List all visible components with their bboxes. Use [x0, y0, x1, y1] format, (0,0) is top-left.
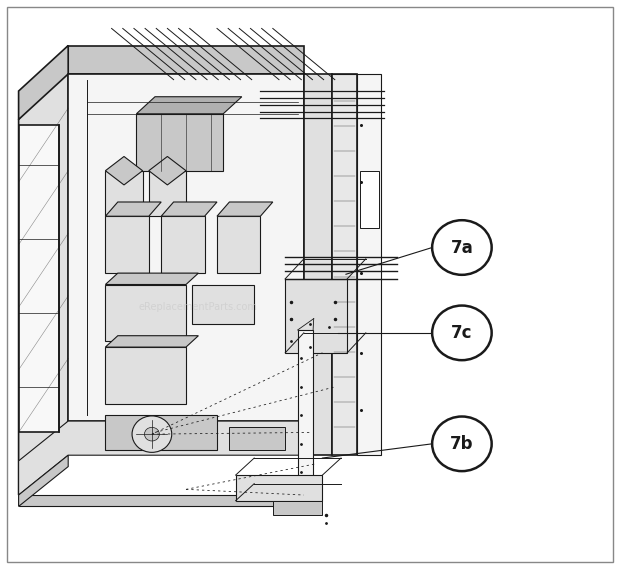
Polygon shape — [19, 125, 59, 432]
Circle shape — [432, 220, 492, 275]
Polygon shape — [105, 171, 143, 216]
Polygon shape — [161, 202, 217, 216]
Polygon shape — [105, 216, 149, 273]
Polygon shape — [273, 501, 322, 515]
Polygon shape — [19, 495, 304, 506]
Text: 7a: 7a — [451, 238, 473, 257]
Polygon shape — [285, 279, 347, 353]
Polygon shape — [68, 74, 304, 421]
Polygon shape — [192, 284, 254, 324]
Polygon shape — [360, 171, 379, 228]
Polygon shape — [105, 284, 186, 341]
Polygon shape — [19, 421, 304, 495]
Circle shape — [144, 427, 159, 441]
Circle shape — [432, 417, 492, 471]
Polygon shape — [105, 273, 198, 284]
Polygon shape — [105, 202, 161, 216]
Polygon shape — [217, 216, 260, 273]
Circle shape — [432, 306, 492, 360]
Polygon shape — [136, 114, 223, 171]
Polygon shape — [105, 336, 198, 347]
Polygon shape — [161, 216, 205, 273]
Polygon shape — [149, 171, 186, 216]
Text: eReplacementParts.com: eReplacementParts.com — [139, 302, 258, 312]
Polygon shape — [217, 202, 273, 216]
Circle shape — [132, 416, 172, 452]
Polygon shape — [68, 46, 304, 74]
Polygon shape — [236, 475, 322, 501]
Polygon shape — [105, 415, 217, 450]
Polygon shape — [356, 74, 381, 455]
Polygon shape — [229, 427, 285, 450]
Polygon shape — [19, 46, 68, 495]
Text: 7b: 7b — [450, 435, 474, 453]
Polygon shape — [304, 74, 332, 455]
Polygon shape — [19, 46, 68, 119]
Polygon shape — [19, 455, 68, 506]
Text: 7c: 7c — [451, 324, 472, 342]
Polygon shape — [332, 74, 356, 455]
Polygon shape — [105, 156, 143, 185]
Polygon shape — [136, 97, 242, 114]
Polygon shape — [298, 330, 313, 495]
Polygon shape — [149, 156, 186, 185]
Polygon shape — [105, 347, 186, 404]
